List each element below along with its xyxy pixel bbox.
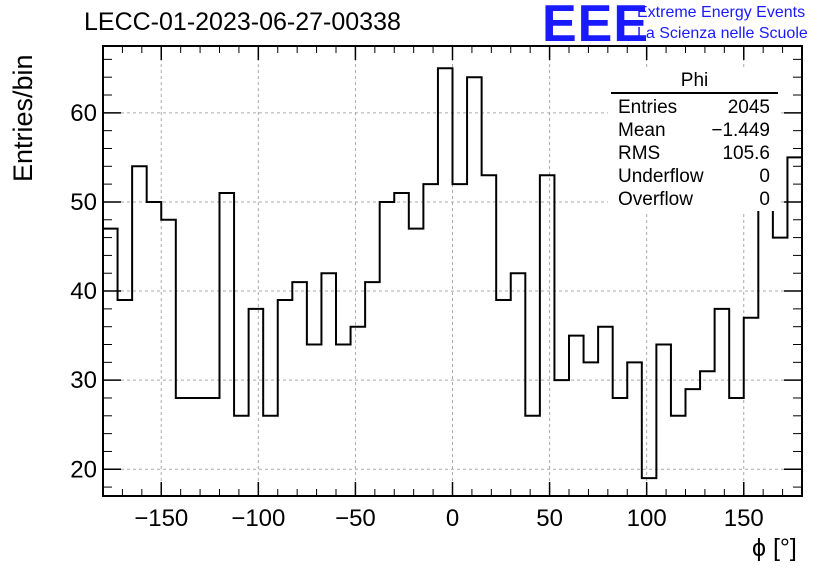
y-tick-label: 30 [70, 367, 97, 394]
logo-line-1: Extreme Energy Events [637, 4, 806, 21]
stats-label: Overflow [618, 189, 693, 210]
histogram-title: LECC-01-2023-06-27-00338 [84, 8, 401, 36]
x-tick-label: 100 [627, 505, 667, 532]
stats-value: 0 [759, 166, 770, 187]
x-tick-label: 50 [536, 505, 563, 532]
y-tick-label: 20 [70, 456, 97, 483]
stats-value: −1.449 [711, 120, 770, 141]
logo-line-2: La Scienza nelle Scuole [637, 25, 808, 42]
stats-value: 2045 [727, 97, 770, 118]
eee-logo-text: Extreme Energy Events La Scienza nelle S… [637, 2, 808, 44]
tick-labels: −150 −100 −50 0 50 100 150 20 30 40 50 60 [70, 100, 763, 532]
y-axis-label: Entries/bin [8, 54, 38, 182]
stats-row-overflow: Overflow 0 [608, 188, 778, 211]
x-axis-label: ϕ [°] [752, 534, 797, 562]
stats-value: 0 [759, 189, 770, 210]
x-tick-label: −100 [231, 505, 285, 532]
y-tick-label: 40 [70, 278, 97, 305]
y-tick-label: 60 [70, 100, 97, 127]
eee-logo: EEE [542, 0, 650, 53]
plot-frame [102, 45, 803, 497]
x-tick-label: −150 [134, 505, 188, 532]
stats-value: 105.6 [722, 143, 770, 164]
stats-box: Phi Entries 2045 Mean −1.449 RMS 105.6 Underfl… [608, 70, 778, 211]
histogram-outline [103, 67, 803, 480]
stats-label: RMS [618, 143, 661, 164]
axis-ticks [103, 46, 802, 496]
x-tick-label: 0 [446, 505, 459, 532]
stats-label: Underflow [618, 166, 704, 187]
stats-row-entries: Entries 2045 [608, 96, 778, 119]
x-tick-label: 150 [724, 505, 764, 532]
x-tick-label: −50 [335, 505, 376, 532]
stats-row-underflow: Underflow 0 [608, 165, 778, 188]
stats-row-rms: RMS 105.6 [608, 142, 778, 165]
stats-row-mean: Mean −1.449 [608, 119, 778, 142]
stats-name: Phi [611, 70, 778, 94]
stats-label: Entries [618, 97, 678, 118]
y-tick-label: 50 [70, 189, 97, 216]
stats-label: Mean [618, 120, 666, 141]
